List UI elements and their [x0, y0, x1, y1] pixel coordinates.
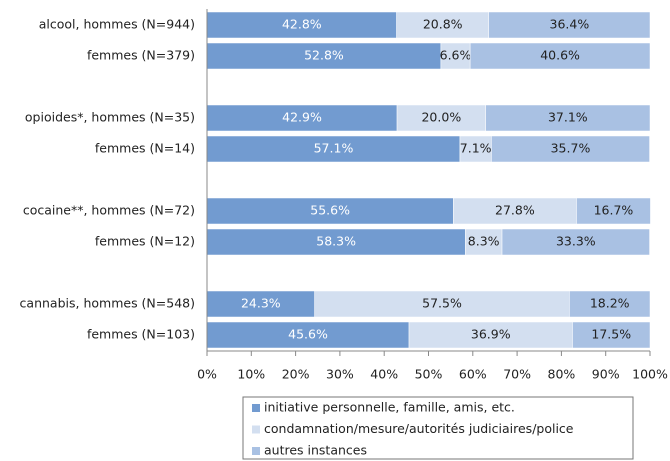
data-label: 57.5% — [422, 296, 462, 311]
y-tick-label: opioides*, hommes (N=35) — [25, 110, 195, 125]
y-tick-label: alcool, hommes (N=944) — [39, 17, 195, 32]
data-label: 57.1% — [314, 141, 354, 156]
bar-segment — [206, 228, 466, 256]
bar-segment — [453, 197, 577, 225]
x-tick-label: 10% — [237, 367, 265, 382]
y-tick-label: femmes (N=103) — [87, 327, 195, 342]
x-tick-label: 90% — [592, 367, 620, 382]
x-tick-label: 0% — [197, 367, 217, 382]
data-label: 58.3% — [316, 234, 356, 249]
bar-segment — [469, 42, 651, 70]
y-tick-label: cannabis, hommes (N=548) — [20, 296, 195, 311]
x-tick-label: 40% — [370, 367, 398, 382]
bar-segment — [569, 290, 651, 318]
data-label: 8.3% — [468, 234, 500, 249]
x-tick-label: 80% — [548, 367, 576, 382]
bar-segment — [206, 290, 315, 318]
data-label: 55.6% — [310, 203, 350, 218]
data-label: 35.7% — [551, 141, 591, 156]
data-label: 16.7% — [594, 203, 634, 218]
bar-segment — [501, 228, 650, 256]
y-tick-label: femmes (N=12) — [95, 234, 195, 249]
bar-segment — [396, 11, 489, 39]
data-label: 18.2% — [590, 296, 630, 311]
bar-segment — [576, 197, 651, 225]
x-tick-label: 70% — [503, 367, 531, 382]
bar-segment — [485, 104, 651, 132]
bar-segment — [206, 42, 442, 70]
x-tick-label: 20% — [282, 367, 310, 382]
legend-box — [242, 396, 634, 460]
legend-label: autres instances — [264, 443, 367, 458]
data-label: 52.8% — [304, 48, 344, 63]
x-tick-label: 50% — [415, 367, 443, 382]
data-label: 36.4% — [550, 17, 590, 32]
data-label: 37.1% — [548, 110, 588, 125]
data-label: 20.0% — [421, 110, 461, 125]
y-tick-label: femmes (N=14) — [95, 141, 195, 156]
x-tick-label: 30% — [326, 367, 354, 382]
data-label: 36.9% — [471, 327, 511, 342]
bar-segment — [440, 42, 471, 70]
y-tick-label: cocaine**, hommes (N=72) — [23, 203, 195, 218]
legend-swatch — [252, 404, 260, 412]
bar-segment — [459, 135, 492, 163]
data-label: 20.8% — [423, 17, 463, 32]
x-tick-label: 100% — [632, 367, 668, 382]
data-label: 17.5% — [591, 327, 631, 342]
bar-segment — [491, 135, 650, 163]
data-label: 40.6% — [540, 48, 580, 63]
data-label: 42.8% — [282, 17, 322, 32]
y-tick-label: femmes (N=379) — [87, 48, 195, 63]
bar-segment — [488, 11, 651, 39]
data-label: 33.3% — [556, 234, 596, 249]
data-label: 42.9% — [282, 110, 322, 125]
data-label: 45.6% — [288, 327, 328, 342]
bar-segment — [206, 197, 454, 225]
data-label: 7.1% — [460, 141, 492, 156]
bar-segment — [206, 321, 410, 349]
bar-segment — [572, 321, 651, 349]
legend-label: condamnation/mesure/autorités judiciaire… — [264, 421, 574, 436]
legend-label: initiative personnelle, famille, amis, e… — [264, 400, 515, 415]
x-tick-label: 60% — [459, 367, 487, 382]
legend-swatch — [252, 447, 260, 455]
bar-segment — [465, 228, 503, 256]
data-label: 24.3% — [241, 296, 281, 311]
bar-segment — [206, 11, 397, 39]
bar-segment — [314, 290, 570, 318]
legend-swatch — [252, 425, 260, 434]
data-label: 6.6% — [440, 48, 472, 63]
data-label: 27.8% — [495, 203, 535, 218]
bar-segment — [396, 104, 486, 132]
